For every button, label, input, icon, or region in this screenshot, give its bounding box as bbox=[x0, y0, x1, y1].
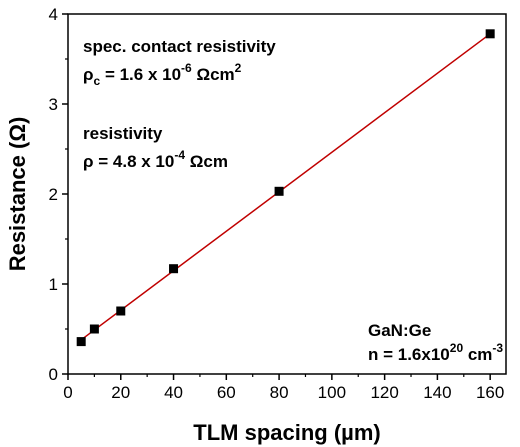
x-tick-label: 80 bbox=[270, 383, 289, 402]
data-point bbox=[76, 337, 86, 347]
x-tick-label: 120 bbox=[370, 383, 398, 402]
data-point bbox=[485, 29, 495, 39]
y-tick-label: 3 bbox=[49, 95, 58, 114]
y-axis: 0 1 2 3 4 bbox=[49, 5, 68, 384]
resistivity-title: resistivity bbox=[83, 124, 163, 143]
y-tick-label: 4 bbox=[49, 5, 58, 24]
data-points bbox=[76, 29, 495, 347]
contact-resistivity-title: spec. contact resistivity bbox=[83, 37, 276, 56]
data-point bbox=[274, 186, 284, 196]
x-tick-label: 160 bbox=[476, 383, 504, 402]
x-tick-label: 100 bbox=[318, 383, 346, 402]
x-tick-label: 40 bbox=[164, 383, 183, 402]
y-tick-label: 0 bbox=[49, 365, 58, 384]
resistivity-value: ρ = 4.8 x 10-4 Ωcm bbox=[83, 148, 228, 171]
material-label: GaN:Ge bbox=[368, 321, 431, 340]
y-tick-label: 1 bbox=[49, 275, 58, 294]
fit-line bbox=[80, 33, 491, 341]
data-point bbox=[116, 306, 126, 316]
x-tick-label: 140 bbox=[423, 383, 451, 402]
x-tick-label: 20 bbox=[111, 383, 130, 402]
x-axis-title: TLM spacing (µm) bbox=[193, 420, 380, 445]
y-tick-label: 2 bbox=[49, 185, 58, 204]
data-point bbox=[89, 324, 99, 334]
x-tick-label: 0 bbox=[63, 383, 72, 402]
x-axis: 0 20 40 60 80 100 120 140 160 bbox=[63, 374, 504, 402]
x-tick-label: 60 bbox=[217, 383, 236, 402]
y-axis-title: Resistance (Ω) bbox=[5, 117, 30, 272]
data-point bbox=[169, 264, 179, 274]
concentration-label: n = 1.6x1020 cm-3 bbox=[368, 341, 503, 364]
contact-resistivity-value: ρc = 1.6 x 10-6 Ωcm2 bbox=[83, 61, 242, 88]
